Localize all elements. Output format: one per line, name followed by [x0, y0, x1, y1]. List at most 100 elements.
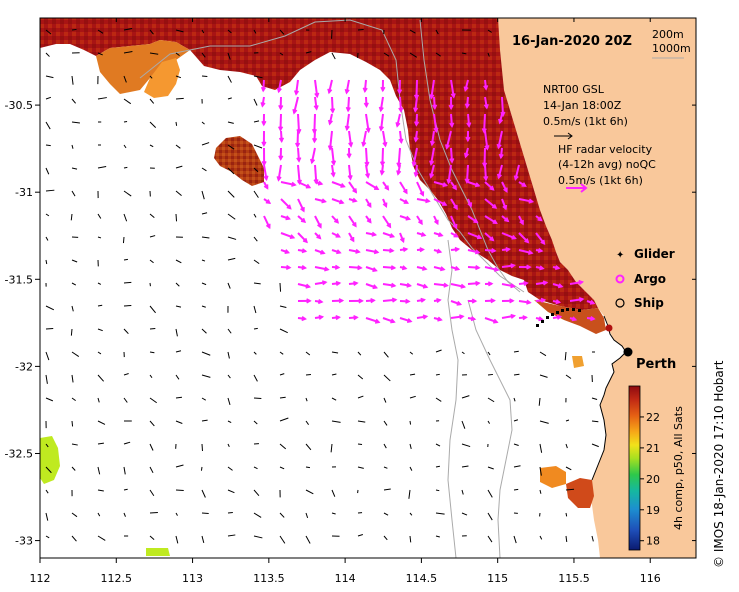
- hf-arrow: [518, 198, 533, 203]
- gsl-arrow: [45, 75, 54, 79]
- hf-arrow-head: [398, 107, 404, 113]
- hf-arrow-head: [555, 299, 562, 305]
- hf-arrow: [348, 164, 352, 180]
- hf-arrow-head: [463, 152, 469, 159]
- hf-arrow-head: [429, 173, 435, 179]
- gsl-arrow: [149, 535, 155, 540]
- depth-contours: [139, 19, 525, 558]
- hf-arrow-head: [285, 215, 291, 221]
- gsl-arrow: [487, 489, 493, 498]
- hf-arrow-head: [449, 158, 455, 164]
- hf-arrow-head: [413, 137, 419, 143]
- hf-arrow-head: [265, 199, 272, 204]
- gsl-arrow: [461, 52, 467, 55]
- hf-arrow-head: [389, 233, 396, 239]
- hf-arrow-head: [335, 233, 341, 238]
- hf-arrow-head: [454, 246, 461, 253]
- hf-arrow: [414, 96, 418, 112]
- gsl-arrow: [45, 52, 50, 57]
- gsl-arrow: [461, 465, 469, 468]
- hf-arrow: [396, 113, 401, 127]
- x-tick-label: 112: [30, 572, 51, 585]
- hf-arrow-head: [421, 265, 428, 271]
- contour-1000m-label: 1000m: [652, 42, 691, 55]
- hf-arrow: [297, 164, 301, 184]
- gsl-arrow: [409, 395, 416, 399]
- hf-arrow-head: [406, 318, 413, 323]
- hf-arrow-head: [528, 198, 535, 204]
- gsl-arrow: [175, 420, 183, 424]
- gsl-arrow: [383, 512, 389, 516]
- hf-arrow-head: [278, 105, 284, 111]
- hf-arrow: [484, 317, 498, 324]
- gsl-arrow: [409, 52, 418, 58]
- hf-arrow-head: [554, 265, 561, 271]
- hf-arrow: [416, 315, 427, 319]
- gsl-arrow: [175, 29, 184, 33]
- gsl-arrow: [97, 213, 102, 219]
- hf-arrow-head: [396, 170, 402, 176]
- hf-arrow-head: [349, 237, 355, 243]
- gsl-arrow: [71, 512, 78, 518]
- gsl-arrow: [149, 466, 154, 474]
- gsl-arrow: [71, 305, 74, 312]
- gsl-arrow: [331, 52, 336, 60]
- hf-arrow-head: [339, 199, 345, 205]
- hf-arrow-head: [277, 126, 284, 132]
- hf-arrow: [467, 232, 482, 239]
- hf-arrow-head: [474, 182, 481, 188]
- hf-arrow-head: [380, 86, 386, 93]
- gsl-arrow: [227, 466, 233, 471]
- gsl-arrow: [435, 29, 439, 35]
- gsl-arrow: [45, 512, 49, 521]
- hf-arrow-head: [402, 246, 409, 253]
- x-axis: 112 112.5 113 113.5 114 114.5 115 115.5 116: [30, 18, 661, 585]
- hf-arrow-head: [365, 173, 371, 179]
- hf-arrow-head: [327, 145, 333, 151]
- gsl-arrow: [123, 120, 128, 123]
- hf-arrow-head: [476, 234, 483, 240]
- hf-arrow: [429, 164, 435, 178]
- hf-arrow: [467, 266, 480, 269]
- hf-legend-arrow: [566, 183, 588, 193]
- gsl-arrow: [175, 259, 182, 264]
- hf-arrow-head: [320, 249, 326, 255]
- hf-arrow-head: [362, 87, 368, 94]
- gsl-arrow: [383, 397, 387, 403]
- hf-arrow: [399, 96, 403, 112]
- gsl-arrow: [227, 420, 232, 423]
- gsl-arrow: [45, 144, 51, 147]
- gsl-arrow: [71, 351, 80, 357]
- gsl-arrow: [513, 373, 520, 376]
- gsl-arrow: [461, 489, 464, 495]
- glider-legend-symbol: ✦: [616, 250, 624, 261]
- hf-arrow-head: [263, 184, 269, 190]
- gsl-arrow: [175, 52, 180, 57]
- colorbar: [628, 385, 641, 551]
- gsl-arrow: [45, 535, 50, 539]
- hf-arrow-head: [348, 142, 354, 148]
- gsl-arrow: [253, 259, 260, 265]
- hf-arrow: [399, 130, 403, 143]
- hf-arrow-head: [442, 201, 448, 206]
- gsl-arrow: [97, 442, 104, 445]
- gsl-arrow: [123, 328, 129, 335]
- hf-arrow-head: [372, 284, 379, 290]
- hf-arrow-head: [300, 217, 307, 223]
- gsl-arrow: [97, 328, 103, 332]
- hf-arrow: [433, 266, 445, 271]
- land-mass: [498, 18, 696, 558]
- hf-arrow-head: [538, 316, 544, 322]
- gsl-arrow: [70, 213, 73, 221]
- hf-arrow-head: [305, 183, 312, 189]
- hf-arrow-head: [390, 265, 397, 271]
- gsl-arrow: [331, 373, 337, 376]
- hf-arrow: [415, 113, 418, 126]
- gsl-arrow: [149, 75, 153, 79]
- gsl-velocity-arrows: [45, 27, 599, 544]
- hf-arrow-head: [498, 118, 504, 125]
- gsl-arrow: [149, 511, 158, 514]
- gsl-arrow: [357, 374, 364, 380]
- hf-arrow-head: [302, 238, 308, 244]
- hf-arrow-head: [436, 297, 442, 304]
